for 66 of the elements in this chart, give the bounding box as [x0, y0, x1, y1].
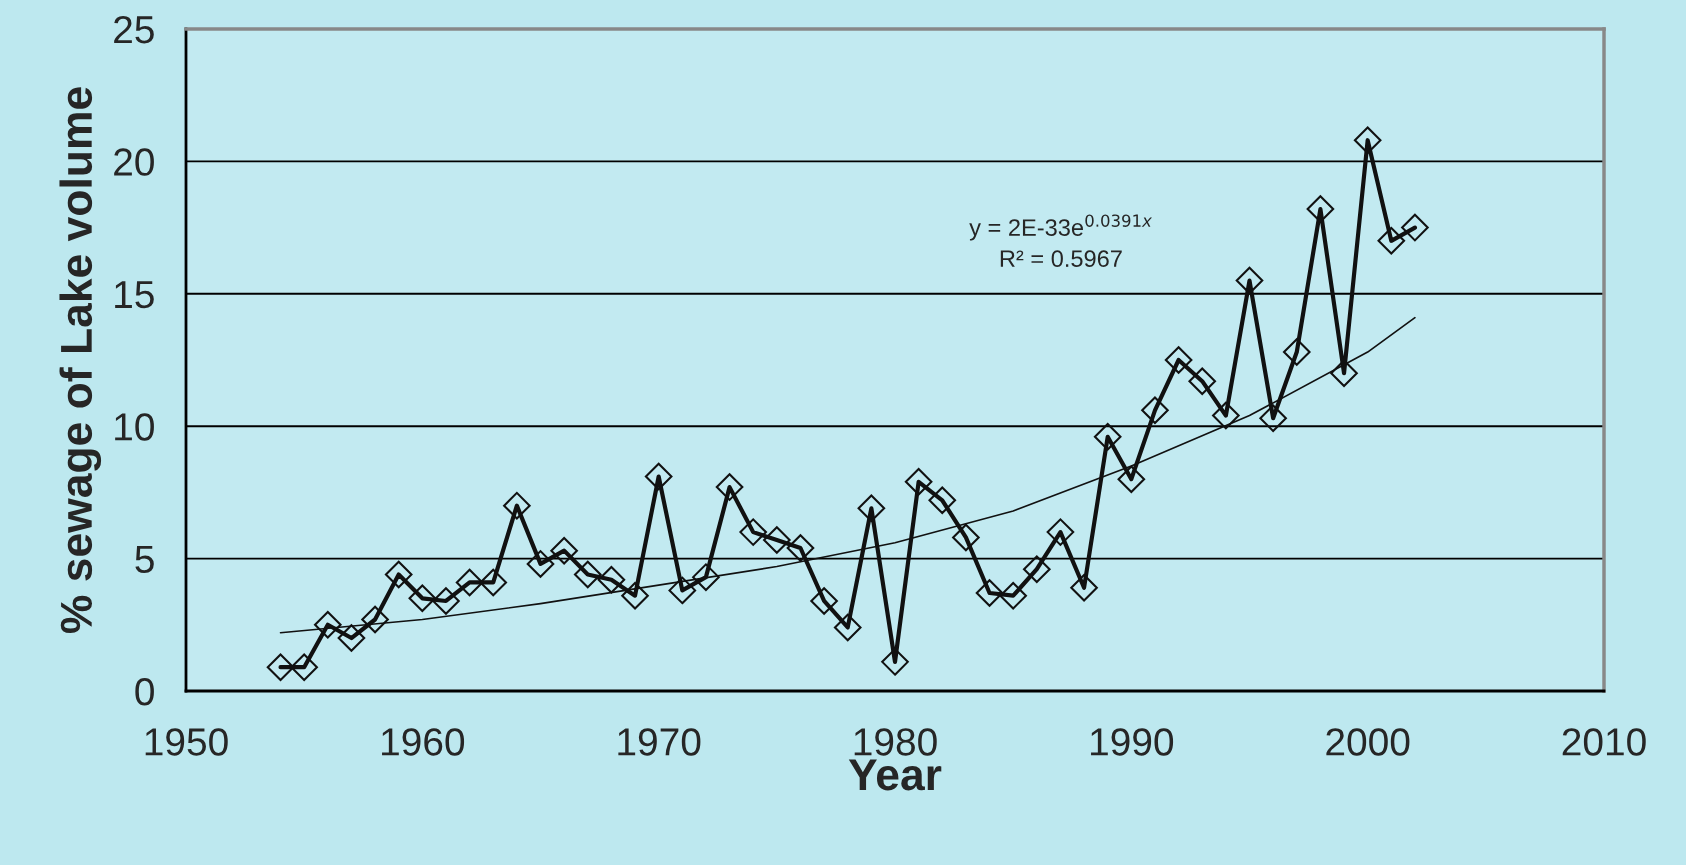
point [952, 523, 980, 552]
y-axis-title: % sewage of Lake volume [59, 87, 102, 634]
point [573, 560, 602, 589]
point [715, 473, 744, 501]
x-tick-label: 2010 [1562, 728, 1646, 756]
point [786, 534, 815, 562]
point [597, 565, 626, 594]
point [1117, 465, 1146, 493]
point [479, 568, 508, 597]
point [810, 587, 838, 615]
point [928, 486, 957, 515]
annotation: y = 2E-33e$^{0.0391x}$ [969, 214, 1152, 241]
x-tick-label: 1970 [618, 728, 701, 756]
point [455, 568, 484, 597]
point [1070, 573, 1098, 602]
point [290, 653, 318, 681]
x-tick-label: 1990 [1091, 728, 1174, 756]
point [1235, 266, 1264, 295]
point [1188, 367, 1217, 395]
point [503, 491, 531, 520]
point [337, 624, 366, 652]
y-tick-label: 20 [114, 148, 154, 176]
point [692, 563, 720, 591]
x-axis-title: Year [848, 759, 942, 791]
point [1401, 213, 1429, 242]
point [1046, 518, 1075, 546]
point [668, 576, 697, 605]
point [739, 518, 768, 546]
x-tick-label: 1960 [382, 728, 465, 756]
point [1141, 396, 1169, 425]
annotation: R² = 0.5967 [1000, 250, 1122, 268]
point [621, 581, 649, 610]
point [432, 587, 460, 615]
point [763, 526, 791, 554]
y-tick-label: 25 [114, 15, 154, 44]
point [266, 653, 295, 681]
y-tick-label: 5 [135, 545, 154, 574]
point [1259, 404, 1287, 433]
point [904, 468, 933, 496]
x-tick-label: 1980 [854, 728, 937, 756]
point [408, 584, 437, 613]
point [1282, 338, 1311, 366]
point [881, 648, 909, 676]
point [975, 579, 1004, 607]
point [526, 550, 555, 578]
point [1093, 422, 1122, 451]
point [361, 605, 389, 634]
y-tick-label: 15 [115, 281, 154, 309]
point [1330, 359, 1358, 388]
point [313, 610, 342, 639]
x-tick-label: 2000 [1326, 728, 1410, 756]
point [1306, 195, 1335, 223]
point [644, 462, 673, 491]
point [1212, 401, 1240, 430]
point [999, 581, 1027, 610]
x-tick-label: 1950 [145, 728, 228, 756]
y-tick-label: 0 [135, 677, 154, 706]
point [1164, 346, 1193, 374]
y-tick-label: 10 [115, 413, 154, 441]
point [1022, 555, 1051, 583]
point [384, 560, 413, 589]
point [550, 536, 578, 565]
point [857, 494, 886, 523]
point [1377, 227, 1406, 255]
point [833, 613, 862, 642]
point [1353, 126, 1382, 155]
